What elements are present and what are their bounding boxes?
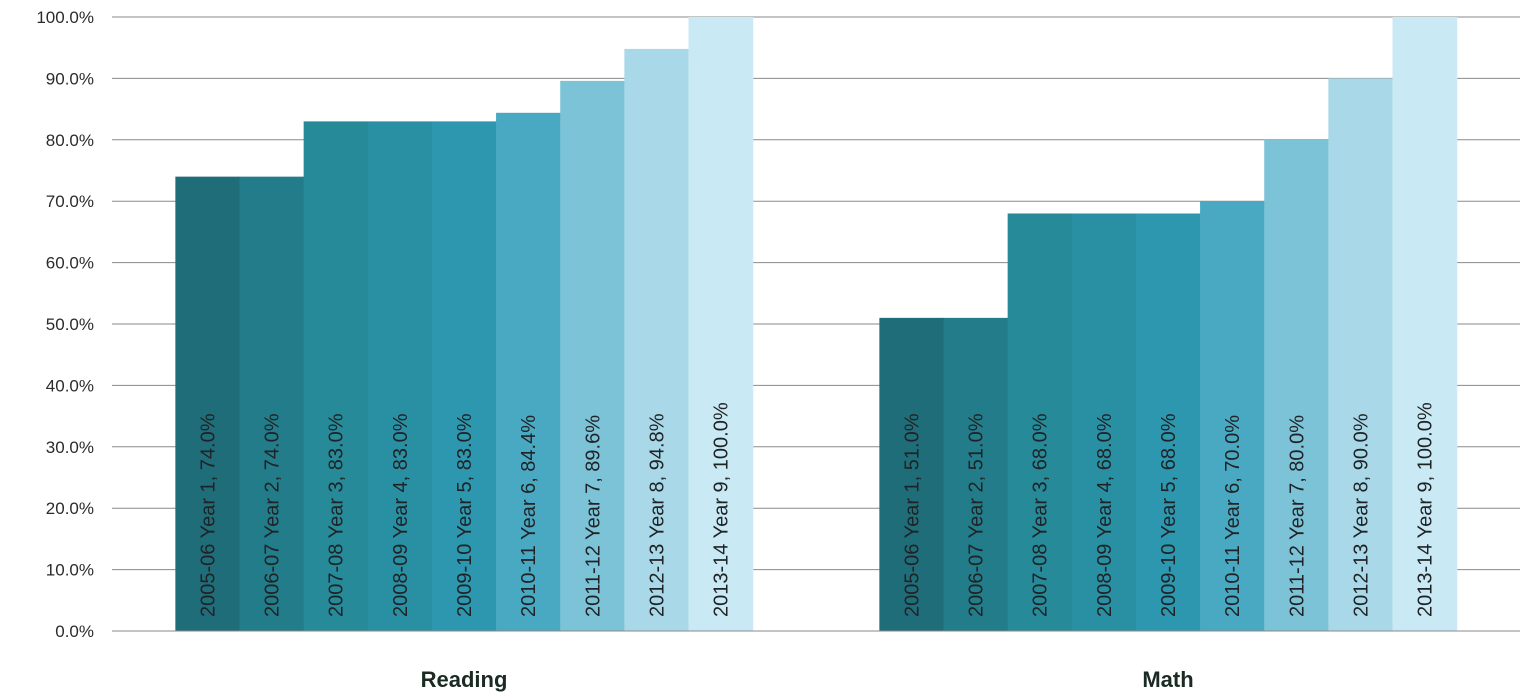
x-category-label: Math (1142, 667, 1193, 692)
bar-data-label: 2012-13 Year 8, 90.0% (1350, 413, 1372, 617)
bar (1071, 213, 1137, 632)
bar (431, 121, 497, 631)
bar (879, 317, 945, 631)
bar-data-label: 2006-07 Year 2, 51.0% (966, 413, 988, 617)
y-tick-label: 10.0% (46, 561, 94, 580)
bar (688, 17, 754, 631)
bar (367, 121, 433, 631)
x-axis-category-labels: Reading Math (421, 667, 1194, 692)
y-tick-label: 80.0% (46, 131, 94, 150)
y-tick-label: 90.0% (46, 69, 94, 88)
bar (1007, 213, 1073, 632)
bar (1392, 17, 1458, 631)
bar-data-label: 2011-12 Year 7, 80.0% (1286, 415, 1308, 617)
bar (496, 112, 561, 631)
bar (239, 176, 305, 631)
y-tick-label: 100.0% (36, 8, 94, 27)
bar (1264, 139, 1329, 632)
bar-data-label: 2011-12 Year 7, 89.6% (582, 415, 604, 617)
bar-data-label: 2008-09 Year 4, 68.0% (1094, 413, 1116, 617)
y-tick-label: 50.0% (46, 315, 94, 334)
bar-data-label: 2013-14 Year 9, 100.0% (711, 402, 733, 617)
bar (1328, 78, 1394, 631)
bar (175, 176, 241, 631)
y-tick-label: 40.0% (46, 376, 94, 395)
bar-data-label: 2009-10 Year 5, 68.0% (1158, 413, 1180, 617)
bar-data-label: 2010-11 Year 6, 70.0% (1222, 415, 1244, 617)
bar-data-label: 2009-10 Year 5, 83.0% (454, 413, 476, 617)
bar (1200, 201, 1265, 631)
y-tick-label: 20.0% (46, 499, 94, 518)
bar-data-label: 2013-14 Year 9, 100.0% (1415, 402, 1437, 617)
bar-data-label: 2005-06 Year 1, 74.0% (197, 413, 219, 617)
bar-data-label: 2007-08 Year 3, 68.0% (1030, 413, 1052, 617)
bar (943, 317, 1009, 631)
bar (624, 48, 690, 632)
bar-data-labels: 2005-06 Year 1, 74.0% 2006-07 Year 2, 74.… (197, 402, 1436, 617)
y-tick-label: 60.0% (46, 254, 94, 273)
bar-data-label: 2007-08 Year 3, 83.0% (326, 413, 348, 617)
x-category-label: Reading (421, 667, 508, 692)
y-axis-tick-labels: 0.0% 10.0% 20.0% 30.0% 40.0% 50.0% 60.0% 70.0% 8… (36, 8, 94, 641)
bar-data-label: 2012-13 Year 8, 94.8% (646, 413, 668, 617)
bar-data-label: 2005-06 Year 1, 51.0% (901, 413, 923, 617)
y-tick-label: 0.0% (55, 622, 94, 641)
bar-data-label: 2008-09 Year 4, 83.0% (390, 413, 412, 617)
bar (303, 121, 369, 631)
bar-data-label: 2006-07 Year 2, 74.0% (262, 413, 284, 617)
bar-data-label: 2010-11 Year 6, 84.4% (518, 415, 540, 617)
bars (175, 17, 1458, 632)
y-tick-label: 70.0% (46, 192, 94, 211)
bar (1135, 213, 1201, 632)
bar (560, 80, 625, 631)
y-tick-label: 30.0% (46, 438, 94, 457)
